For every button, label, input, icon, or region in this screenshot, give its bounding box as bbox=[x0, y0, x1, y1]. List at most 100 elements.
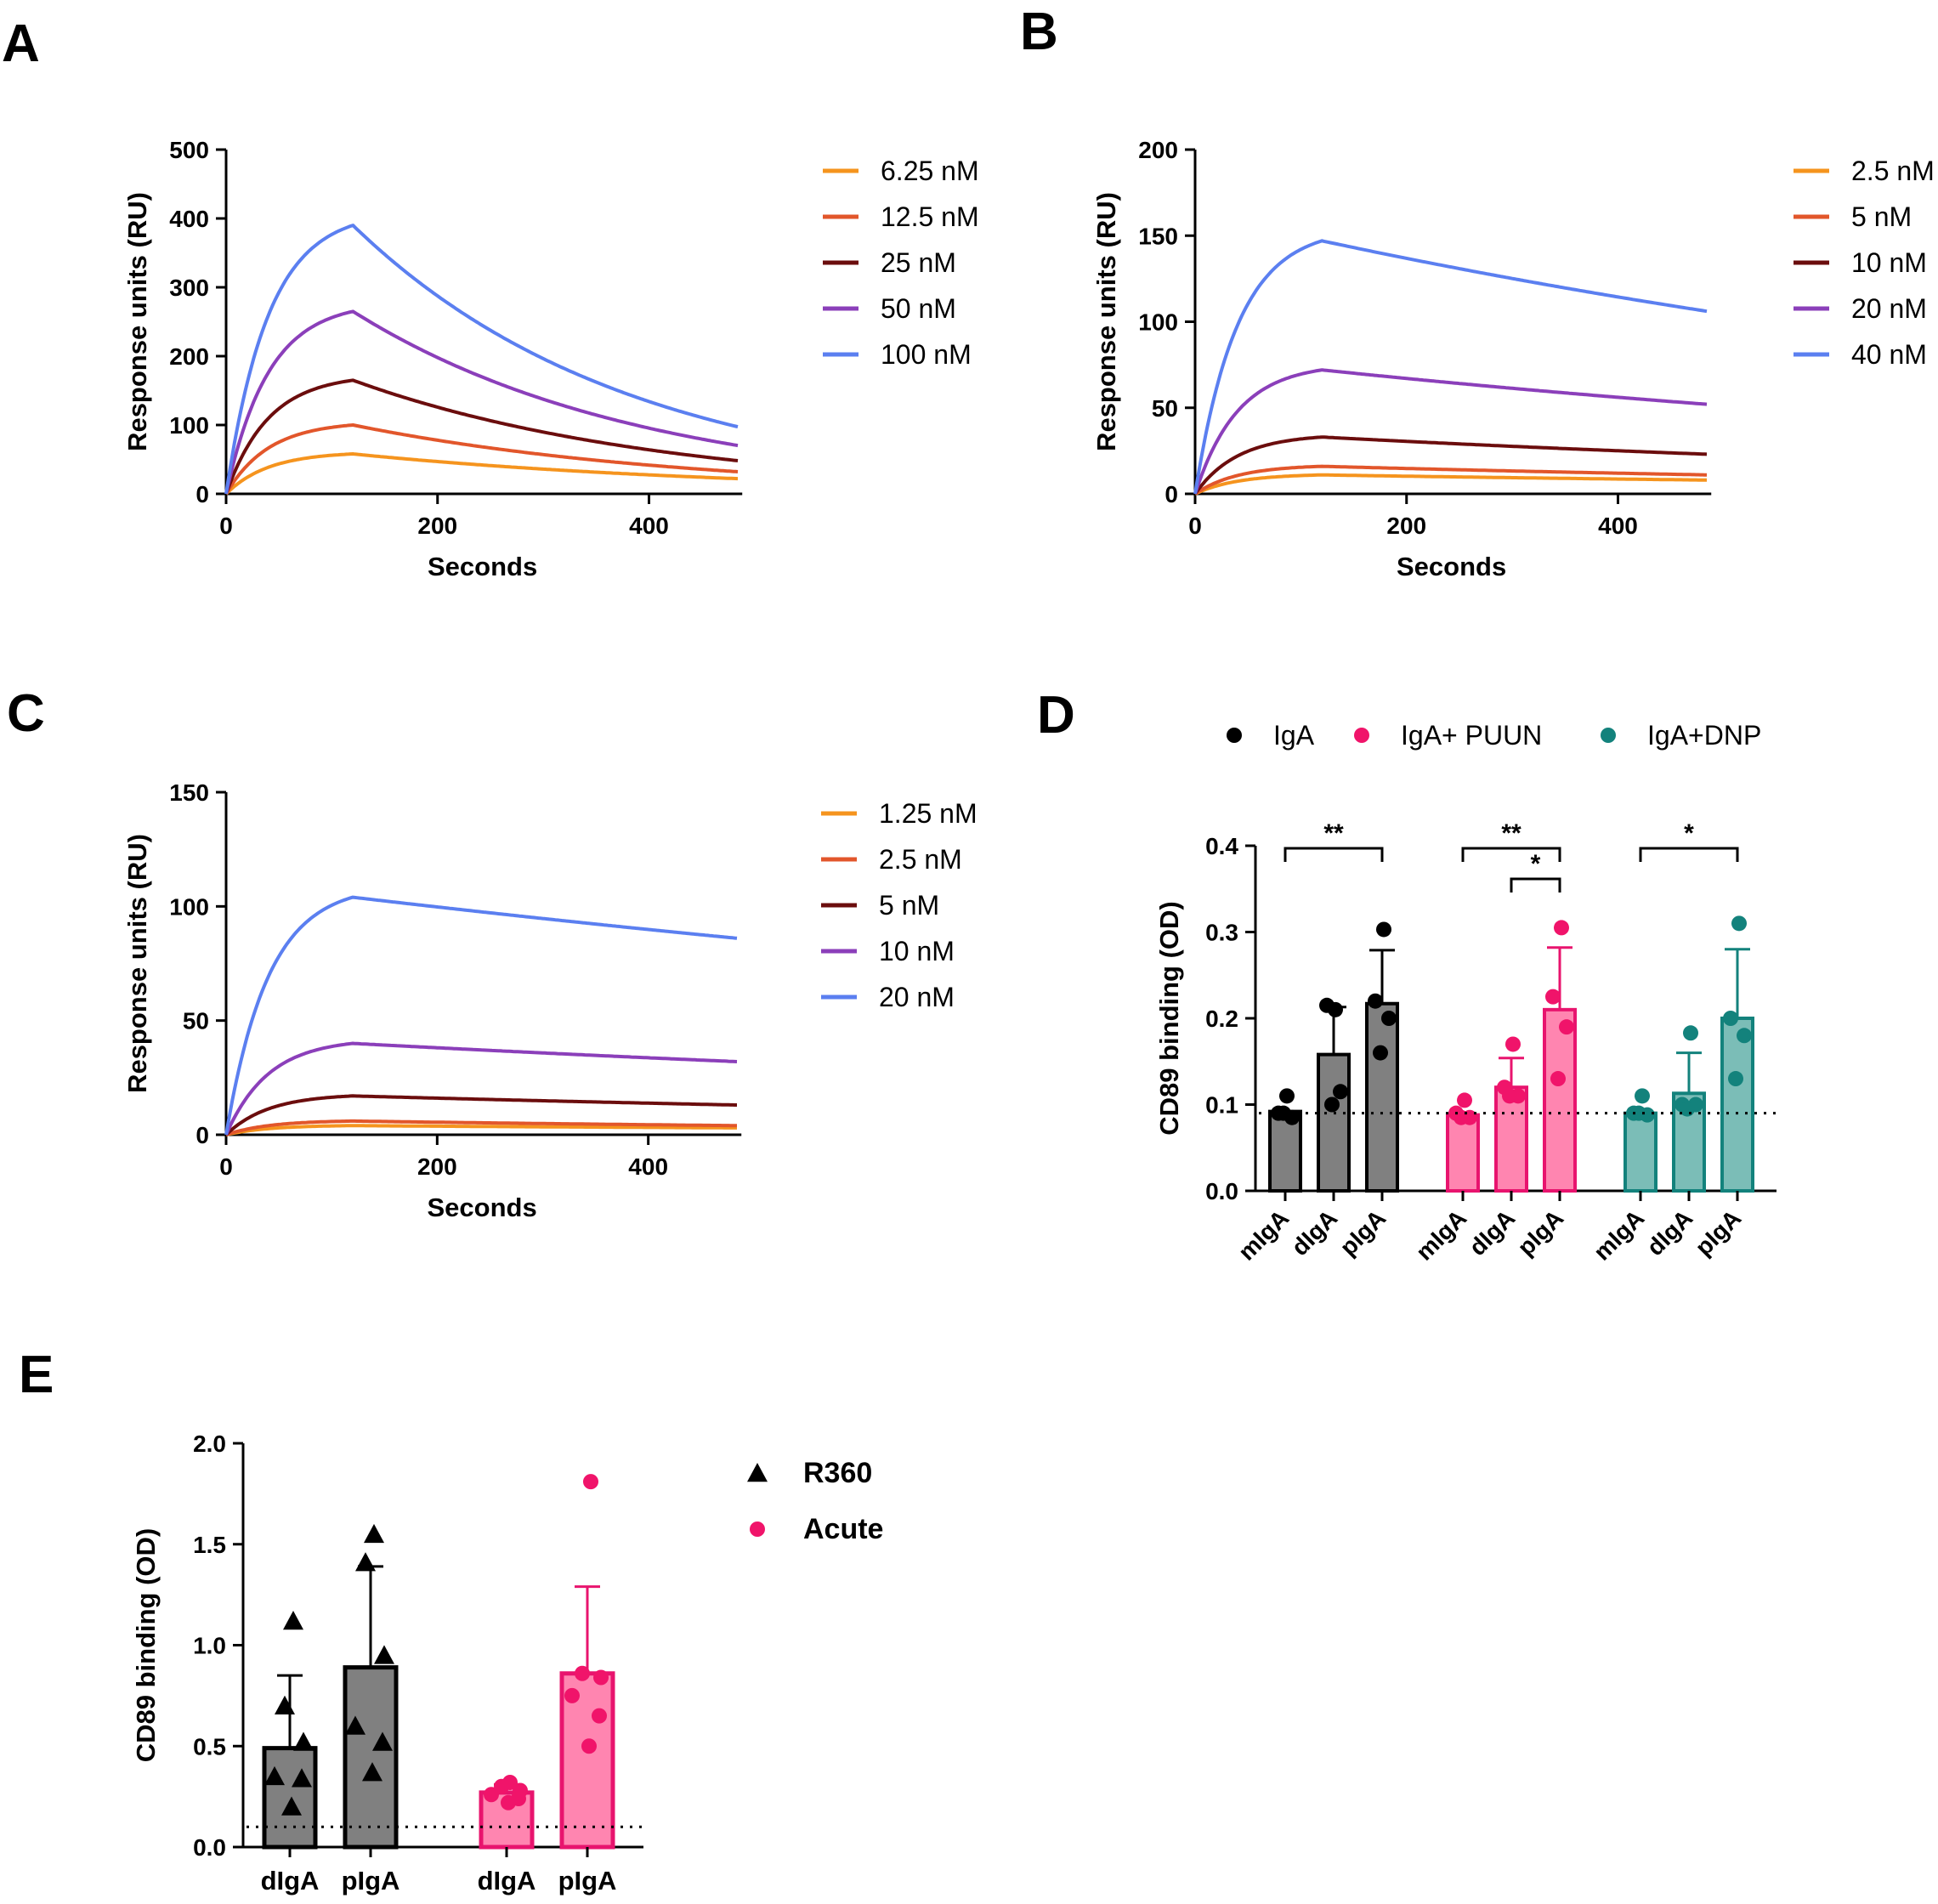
y-tick-label: 0.0 bbox=[1205, 1178, 1238, 1204]
bar bbox=[262, 1746, 318, 1850]
y-axis-title: CD89 binding (OD) bbox=[1154, 901, 1184, 1136]
y-tick-label: 100 bbox=[1138, 309, 1178, 336]
panel-b: B 0 50 100 150 200 0 200 400 Seconds Response unit… bbox=[1020, 3, 1935, 581]
data-point bbox=[484, 1787, 499, 1803]
series-line-5 bbox=[224, 224, 739, 495]
data-point bbox=[281, 1796, 302, 1816]
data-point bbox=[1457, 1092, 1472, 1108]
data-point bbox=[1631, 1105, 1646, 1121]
data-point bbox=[1373, 1045, 1388, 1061]
bar bbox=[1365, 1001, 1399, 1193]
data-point bbox=[1737, 1028, 1752, 1044]
panel-a: A 0 100 200 300 400 500 0 200 400 Seconds Response … bbox=[2, 14, 979, 581]
x-tick-label: pIgA bbox=[558, 1866, 617, 1896]
data-point bbox=[575, 1665, 590, 1681]
x-tick-label: mIgA bbox=[1589, 1204, 1649, 1265]
series-line-3 bbox=[224, 1094, 737, 1136]
y-tick-label: 50 bbox=[1152, 395, 1178, 422]
panel-e: E 0.0 0.5 1.0 1.5 2.0 CD89 binding (OD) dIgA pIg… bbox=[19, 1346, 883, 1896]
significance-label: * bbox=[1684, 819, 1694, 847]
legend-label: 50 nM bbox=[881, 293, 956, 324]
data-point bbox=[264, 1765, 285, 1786]
legend-label: 10 nM bbox=[1851, 247, 1927, 278]
x-tick-label: 0 bbox=[219, 1153, 233, 1180]
data-point bbox=[374, 1645, 394, 1664]
data-point bbox=[1731, 915, 1747, 932]
bar bbox=[1317, 1052, 1351, 1193]
data-point bbox=[293, 1731, 314, 1751]
y-tick-label: 0.0 bbox=[193, 1834, 226, 1861]
legend-label: 25 nM bbox=[881, 247, 956, 278]
data-point bbox=[1319, 997, 1334, 1013]
x-tick-label: pIgA bbox=[1512, 1204, 1568, 1261]
x-tick-label: dIgA bbox=[1286, 1204, 1342, 1261]
y-tick-label: 200 bbox=[169, 343, 209, 370]
series-line-4 bbox=[224, 309, 739, 495]
x-tick-label: pIgA bbox=[1334, 1204, 1391, 1261]
x-tick-label: dIgA bbox=[261, 1866, 320, 1896]
legend-label: IgA bbox=[1273, 720, 1315, 751]
x-axis-title: Seconds bbox=[1397, 552, 1506, 581]
y-axis-title: Response units (RU) bbox=[122, 834, 152, 1093]
x-tick-label: dIgA bbox=[1641, 1204, 1697, 1261]
y-tick-label: 200 bbox=[1138, 137, 1178, 163]
data-point bbox=[345, 1715, 366, 1735]
y-tick-label: 400 bbox=[169, 206, 209, 232]
data-point bbox=[1723, 1011, 1738, 1026]
panel-letter: B bbox=[1020, 3, 1058, 61]
legend-label: Acute bbox=[803, 1513, 883, 1545]
series-line-4 bbox=[224, 1041, 738, 1136]
legend-label: 5 nM bbox=[879, 890, 939, 921]
legend-label: 10 nM bbox=[879, 936, 955, 966]
series-line-2 bbox=[225, 1119, 737, 1136]
series-line-5 bbox=[224, 895, 738, 1136]
data-point bbox=[1550, 1071, 1566, 1087]
y-tick-label: 0 bbox=[196, 481, 209, 507]
x-tick-label: pIgA bbox=[1690, 1204, 1746, 1261]
y-tick-label: 50 bbox=[183, 1008, 209, 1034]
significance-bracket bbox=[1639, 847, 1739, 862]
panel-letter: E bbox=[19, 1346, 54, 1404]
data-point bbox=[1502, 1088, 1517, 1104]
data-point bbox=[581, 1738, 597, 1754]
significance-bracket bbox=[1510, 877, 1561, 892]
x-tick-label: dIgA bbox=[1464, 1204, 1520, 1261]
y-tick-label: 0 bbox=[196, 1122, 209, 1148]
data-point bbox=[1545, 989, 1561, 1005]
x-tick-label: 400 bbox=[628, 1153, 668, 1180]
data-point bbox=[1728, 1071, 1743, 1087]
legend-label: 2.5 nM bbox=[879, 844, 962, 875]
legend-label: IgA+ PUUN bbox=[1401, 720, 1542, 751]
y-tick-label: 1.5 bbox=[193, 1532, 226, 1558]
legend-label: 5 nM bbox=[1851, 201, 1912, 232]
data-point bbox=[592, 1708, 607, 1724]
data-point bbox=[1368, 993, 1383, 1009]
series-line-1 bbox=[1194, 473, 1707, 496]
data-point bbox=[1601, 728, 1616, 743]
x-axis-title: Seconds bbox=[427, 1193, 536, 1222]
legend-label: 40 nM bbox=[1851, 339, 1927, 370]
x-tick-label: mIgA bbox=[1233, 1204, 1294, 1265]
x-tick-label: pIgA bbox=[342, 1866, 400, 1896]
data-point bbox=[1683, 1025, 1698, 1041]
data-point bbox=[362, 1762, 382, 1782]
significance-bracket bbox=[1284, 847, 1384, 862]
y-tick-label: 0.3 bbox=[1205, 920, 1238, 946]
x-tick-label: 400 bbox=[629, 513, 669, 539]
bar bbox=[1624, 1111, 1658, 1193]
data-point bbox=[564, 1687, 580, 1703]
panel-letter: D bbox=[1037, 686, 1075, 745]
data-point bbox=[292, 1768, 312, 1788]
y-tick-label: 0 bbox=[1164, 481, 1178, 507]
data-point bbox=[593, 1669, 609, 1686]
data-point bbox=[583, 1474, 598, 1490]
y-tick-label: 1.0 bbox=[193, 1633, 226, 1659]
x-tick-label: 200 bbox=[417, 1153, 457, 1180]
data-point bbox=[1554, 920, 1569, 936]
bar bbox=[1543, 1007, 1577, 1193]
series-line-3 bbox=[224, 378, 739, 495]
y-axis-title: CD89 binding (OD) bbox=[131, 1528, 161, 1763]
legend-label: 1.25 nM bbox=[879, 798, 978, 829]
series-line-2 bbox=[224, 423, 739, 496]
